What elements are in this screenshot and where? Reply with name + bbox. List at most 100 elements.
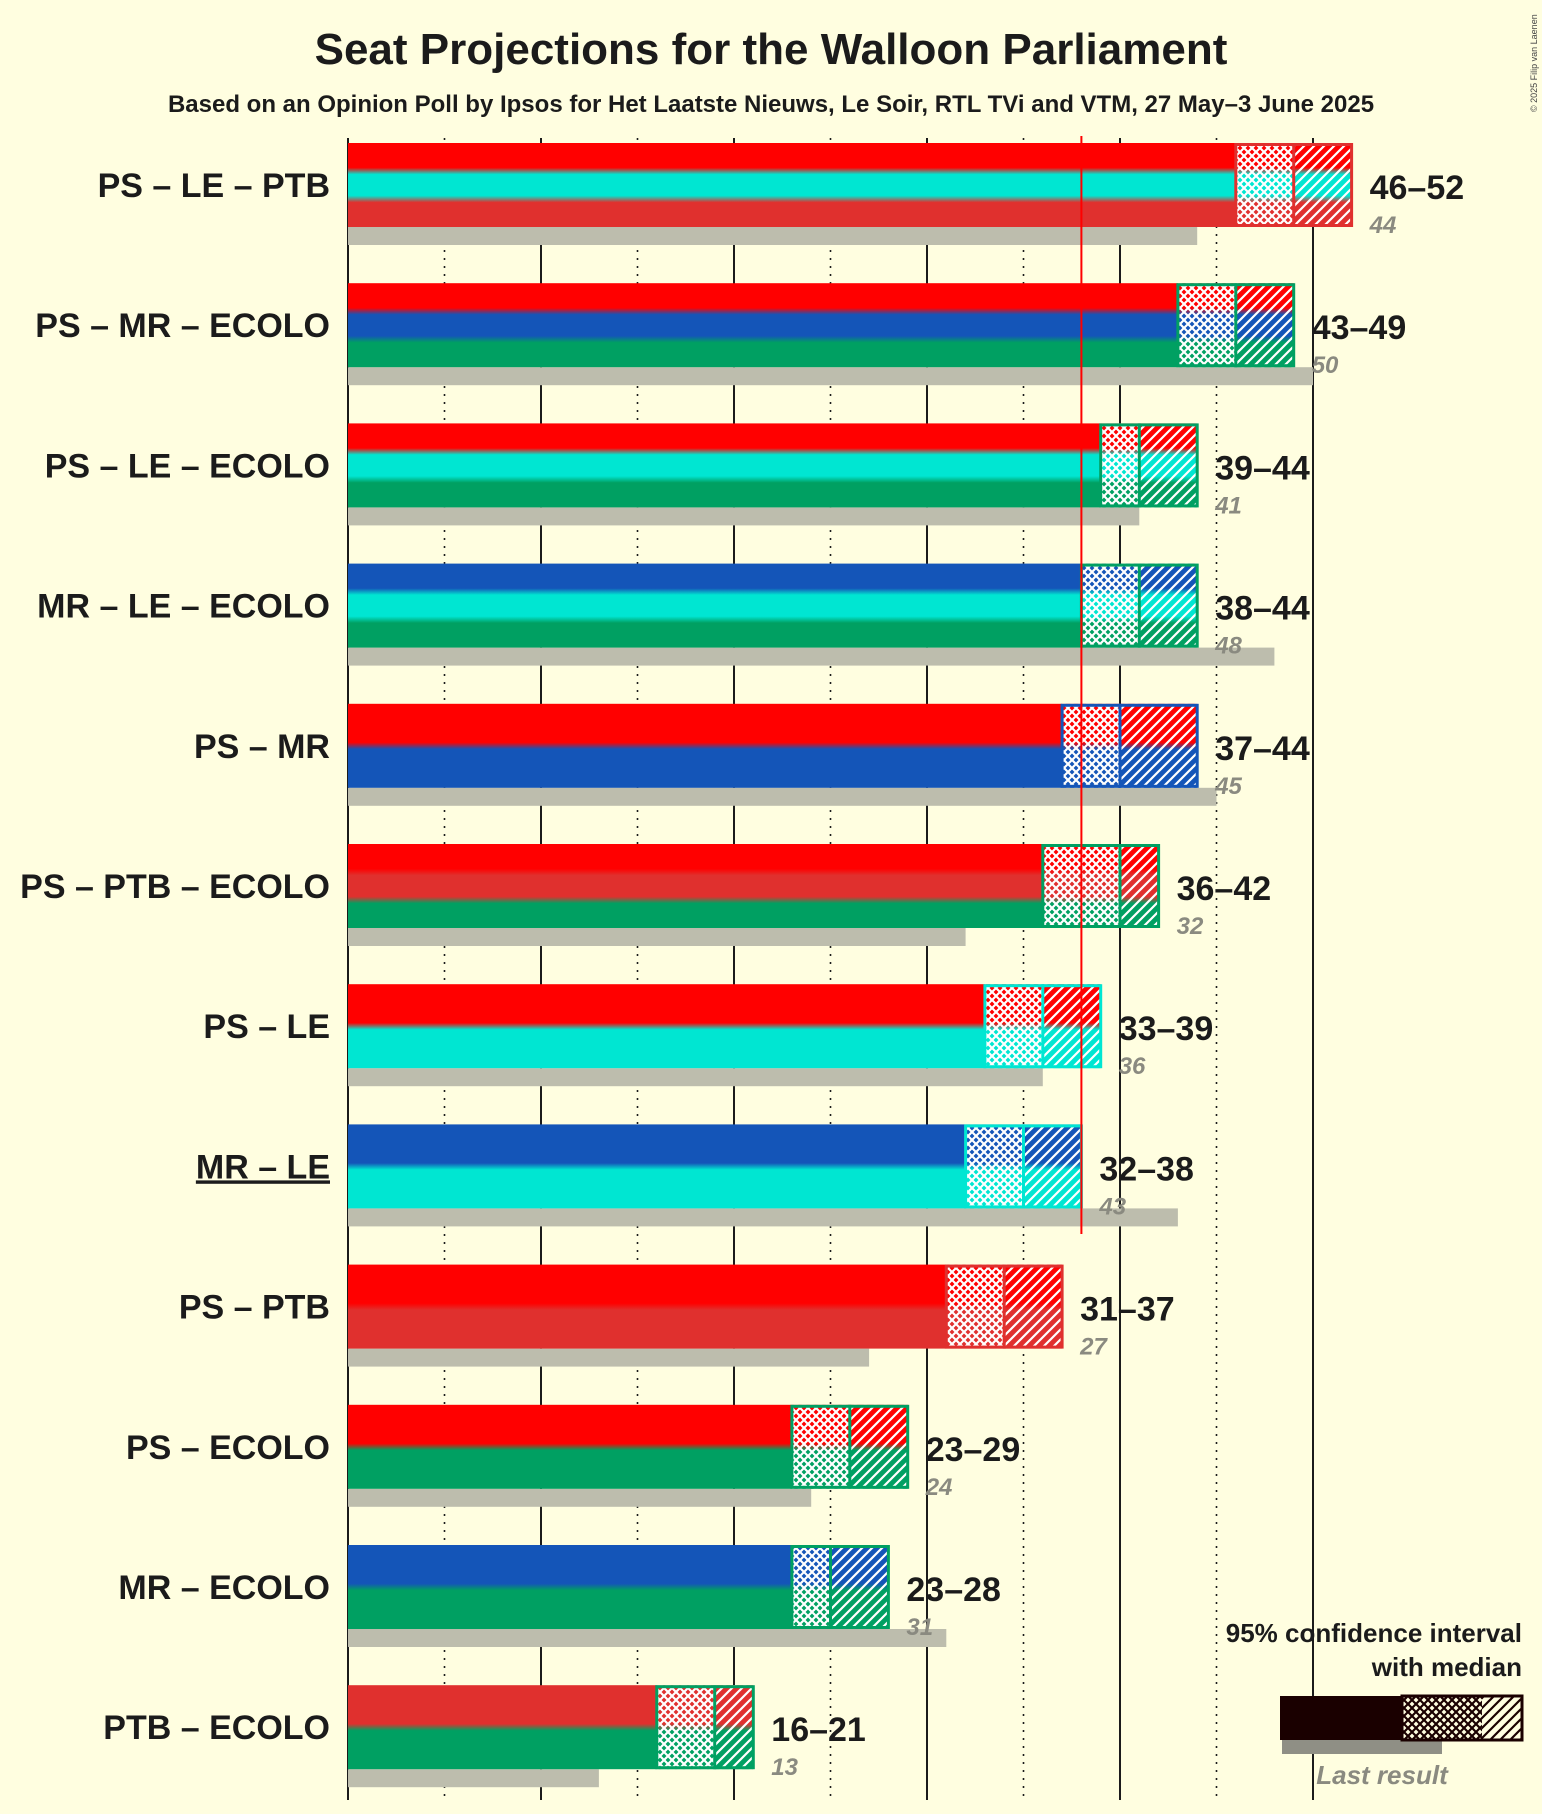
bar-solid bbox=[348, 1264, 947, 1349]
bar-ci-upper-hatch bbox=[1023, 1124, 1082, 1209]
bar-ci-lower-hatch bbox=[656, 1685, 715, 1770]
coalition-row bbox=[348, 283, 1313, 386]
last-result-bar bbox=[348, 1068, 1043, 1087]
coalition-label: PS – PTB – ECOLO bbox=[20, 868, 330, 906]
coalition-row bbox=[348, 1264, 1064, 1367]
bar-ci-lower-hatch bbox=[946, 1264, 1005, 1349]
legend: 95% confidence interval with median Last… bbox=[1226, 1618, 1524, 1790]
legend-outline bbox=[1400, 1694, 1524, 1742]
last-result-bar bbox=[348, 507, 1140, 526]
coalition-label: PS – MR bbox=[194, 728, 330, 766]
last-result-label: 31 bbox=[906, 1614, 933, 1641]
bar-solid bbox=[348, 984, 985, 1069]
coalition-row bbox=[348, 844, 1161, 946]
bar-ci-upper-hatch bbox=[1120, 703, 1198, 788]
last-result-label: 44 bbox=[1369, 212, 1397, 239]
range-label: 36–42 bbox=[1177, 870, 1272, 908]
last-result-label: 13 bbox=[771, 1754, 798, 1781]
bar-ci-outline bbox=[1099, 423, 1199, 508]
bar-solid bbox=[348, 1685, 657, 1770]
bar-solid bbox=[348, 423, 1101, 508]
bar-ci-outline bbox=[655, 1685, 755, 1770]
last-result-label: 24 bbox=[925, 1474, 953, 1501]
last-result-label: 43 bbox=[1098, 1193, 1126, 1220]
coalition-label: PS – PTB bbox=[179, 1289, 330, 1327]
bar-ci-lower-hatch bbox=[1062, 703, 1120, 788]
range-label: 23–28 bbox=[906, 1571, 1001, 1609]
bar-solid bbox=[348, 1124, 966, 1209]
bar-ci-lower-hatch bbox=[1081, 563, 1140, 648]
coalition-label: PS – ECOLO bbox=[126, 1429, 330, 1467]
last-result-bar bbox=[348, 367, 1313, 386]
legend-diag-hatch bbox=[1482, 1696, 1522, 1740]
bar-ci-outline bbox=[1041, 844, 1161, 928]
last-result-label: 41 bbox=[1214, 492, 1242, 519]
bar-ci-upper-hatch bbox=[1139, 423, 1198, 508]
last-result-bar bbox=[348, 1488, 812, 1507]
legend-last-result-label: Last result bbox=[1316, 1760, 1449, 1790]
bar-ci-upper-hatch bbox=[830, 1545, 889, 1629]
bar-ci-upper-hatch bbox=[849, 1404, 908, 1489]
bar-ci-outline bbox=[1060, 703, 1199, 788]
bar-ci-upper-hatch bbox=[1004, 1264, 1063, 1349]
bar-ci-upper-hatch bbox=[1235, 283, 1294, 368]
coalition-row bbox=[348, 143, 1354, 245]
coalition-bars bbox=[348, 143, 1354, 1788]
coalition-label: PS – MR – ECOLO bbox=[35, 307, 330, 345]
chart-title: Seat Projections for the Walloon Parliam… bbox=[315, 25, 1228, 74]
coalition-row bbox=[348, 703, 1217, 806]
coalition-row bbox=[348, 1124, 1178, 1227]
bar-ci-upper-hatch bbox=[1139, 563, 1198, 648]
coalition-label: MR – LE bbox=[196, 1148, 330, 1186]
last-result-label: 48 bbox=[1214, 633, 1242, 660]
last-result-label: 32 bbox=[1177, 913, 1204, 940]
last-result-bar bbox=[348, 787, 1217, 806]
bar-solid bbox=[348, 1404, 792, 1489]
coalition-row bbox=[348, 984, 1103, 1087]
range-label: 39–44 bbox=[1215, 449, 1310, 487]
copyright-notice: © 2025 Filip van Laenen bbox=[1529, 14, 1539, 112]
bar-ci-upper-hatch bbox=[1293, 143, 1352, 227]
range-label: 31–37 bbox=[1080, 1291, 1175, 1329]
last-result-bar bbox=[348, 1629, 947, 1647]
bar-solid bbox=[348, 283, 1178, 368]
legend-solid-swatch bbox=[1280, 1696, 1402, 1740]
coalition-label: PTB – ECOLO bbox=[103, 1709, 330, 1747]
coalition-row bbox=[348, 1404, 910, 1507]
bar-solid bbox=[348, 703, 1063, 788]
last-result-label: 27 bbox=[1079, 1334, 1108, 1361]
bar-ci-upper-hatch bbox=[1042, 984, 1101, 1069]
last-result-bar bbox=[348, 928, 966, 946]
legend-cross-hatch bbox=[1402, 1696, 1482, 1740]
last-result-bar bbox=[348, 1208, 1178, 1227]
coalition-row bbox=[348, 1545, 947, 1647]
coalition-row bbox=[348, 423, 1199, 526]
last-result-label: 45 bbox=[1214, 773, 1242, 800]
bar-solid bbox=[348, 1545, 792, 1629]
range-label: 43–49 bbox=[1312, 309, 1407, 347]
coalition-label: MR – LE – ECOLO bbox=[37, 588, 330, 626]
coalition-row bbox=[348, 563, 1275, 666]
chart-subtitle: Based on an Opinion Poll by Ipsos for He… bbox=[168, 91, 1374, 118]
last-result-bar bbox=[348, 1769, 599, 1788]
range-label: 46–52 bbox=[1370, 169, 1465, 207]
range-label: 16–21 bbox=[771, 1711, 866, 1749]
coalition-label: PS – LE – PTB bbox=[98, 167, 330, 205]
bar-ci-lower-hatch bbox=[1235, 143, 1294, 227]
bar-ci-lower-hatch bbox=[1100, 423, 1140, 508]
gridlines bbox=[347, 138, 1314, 1800]
coalition-row bbox=[348, 1685, 755, 1788]
last-result-bar bbox=[348, 227, 1198, 245]
range-label: 33–39 bbox=[1119, 1010, 1214, 1048]
last-result-bar bbox=[348, 1348, 870, 1367]
bar-solid bbox=[348, 844, 1043, 928]
coalition-labels: PS – LE – PTB 46–52 44 PS – MR – ECOLO 43–49… bbox=[20, 167, 1464, 1781]
last-result-label: 50 bbox=[1312, 352, 1339, 379]
last-result-label: 36 bbox=[1119, 1053, 1146, 1080]
bar-ci-upper-hatch bbox=[1120, 844, 1159, 928]
bar-ci-lower-hatch bbox=[791, 1404, 850, 1489]
coalition-label: PS – LE – ECOLO bbox=[45, 447, 330, 485]
legend-line-1: 95% confidence interval bbox=[1226, 1618, 1522, 1648]
range-label: 32–38 bbox=[1099, 1150, 1194, 1188]
